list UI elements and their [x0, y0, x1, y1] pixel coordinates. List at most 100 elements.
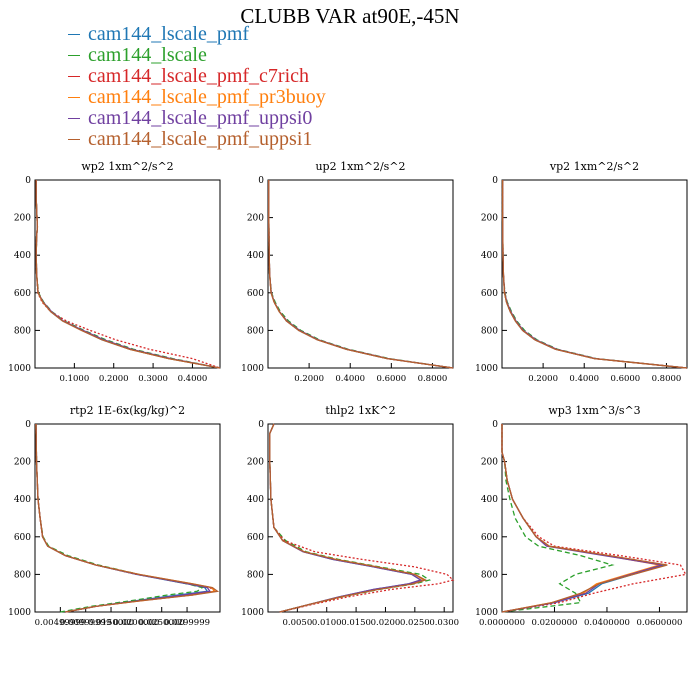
legend-swatch — [68, 139, 80, 140]
x-tick-label: 0.00999999 — [60, 618, 111, 628]
panel-title: vp2 1xm^2/s^2 — [549, 160, 639, 173]
chart-panel: wp2 1xm^2/s^2 0 200 400 600 800 1000 0.1000 0.20… — [8, 160, 221, 384]
y-tick-label: 1000 — [8, 608, 31, 618]
panel-title: wp2 1xm^2/s^2 — [81, 160, 173, 173]
x-tick-label: 0.4000 — [569, 374, 599, 384]
plot-frame — [267, 179, 454, 369]
y-tick-label: 800 — [247, 326, 264, 336]
y-tick-label: 1000 — [8, 364, 31, 374]
x-tick-label: 0.6000 — [610, 374, 640, 384]
series-line — [501, 424, 687, 613]
x-tick-label: 0.0000000 — [479, 618, 525, 628]
x-tick-label: 0.00499999 — [35, 618, 86, 628]
series-line — [268, 180, 454, 369]
x-tick-label: 0.0400000 — [584, 618, 630, 628]
x-tick-label: 0.0150 — [341, 618, 371, 628]
chart-panel: up2 1xm^2/s^2 0 200 400 600 800 1000 0.2000 0.40… — [241, 160, 454, 384]
y-tick-label: 600 — [247, 289, 264, 299]
x-tick-label: 0.2000 — [99, 374, 129, 384]
chart-panel: vp2 1xm^2/s^2 0 200 400 600 800 1000 0.2000 0.40… — [475, 160, 688, 384]
legend-swatch — [68, 97, 80, 98]
series-line — [35, 423, 209, 613]
y-tick-label: 0 — [258, 420, 264, 430]
legend-label: cam144_lscale_pmf — [88, 23, 250, 45]
y-tick-label: 400 — [14, 251, 31, 261]
x-tick-label: 0.0250000 — [139, 618, 185, 628]
legend-label: cam144_lscale_pmf_c7rich — [88, 65, 310, 87]
y-tick-label: 400 — [481, 495, 498, 505]
y-tick-label: 200 — [14, 214, 31, 224]
series-line — [269, 423, 455, 613]
series-line — [268, 180, 454, 369]
x-tick-label: 0.2000 — [528, 374, 558, 384]
legend-label: cam144_lscale_pmf_uppsi0 — [88, 107, 313, 129]
panel-title: rtp2 1E-6x(kg/kg)^2 — [70, 404, 185, 417]
y-tick-label: 0 — [492, 420, 498, 430]
series-line — [35, 423, 204, 613]
y-tick-label: 0 — [25, 176, 31, 186]
y-tick-label: 1000 — [241, 608, 264, 618]
series-line — [35, 180, 221, 369]
y-tick-label: 200 — [481, 458, 498, 468]
y-tick-label: 600 — [481, 533, 498, 543]
legend-swatch — [68, 76, 80, 77]
y-tick-label: 800 — [14, 326, 31, 336]
y-tick-label: 800 — [247, 570, 264, 580]
x-tick-label: 0.0100 — [312, 618, 342, 628]
panel-title: up2 1xm^2/s^2 — [315, 160, 405, 173]
series-line — [35, 180, 221, 369]
y-tick-label: 0 — [25, 420, 31, 430]
x-tick-label: 0.0600000 — [636, 618, 682, 628]
panel-title: thlp2 1xK^2 — [325, 404, 395, 417]
x-tick-label: 0.8000 — [652, 374, 682, 384]
y-tick-label: 200 — [247, 458, 264, 468]
x-tick-label: 0.4000 — [178, 374, 208, 384]
series-line — [268, 180, 454, 369]
legend-swatch — [68, 118, 80, 119]
plot-frame — [267, 423, 454, 613]
legend-label: cam144_lscale — [88, 44, 207, 66]
x-tick-label: 0.2000 — [294, 374, 324, 384]
series-line — [269, 423, 423, 613]
x-tick-label: 0.0299999 — [164, 618, 210, 628]
series-line — [268, 180, 454, 369]
y-tick-label: 200 — [14, 458, 31, 468]
y-tick-label: 400 — [247, 495, 264, 505]
y-tick-label: 400 — [14, 495, 31, 505]
plot-frame — [34, 179, 221, 369]
series-line — [35, 180, 221, 369]
series-line — [501, 180, 688, 369]
chart-panel: rtp2 1E-6x(kg/kg)^2 0 200 400 600 800 1000 0.00… — [8, 404, 221, 628]
legend-label: cam144_lscale_pmf_pr3buoy — [88, 86, 326, 108]
series-line — [501, 180, 688, 369]
x-tick-label: 0.0300 — [429, 618, 459, 628]
x-tick-label: 0.0250 — [400, 618, 430, 628]
x-tick-label: 0.0200000 — [113, 618, 159, 628]
x-tick-label: 0.4000 — [335, 374, 365, 384]
x-tick-label: 0.0200000 — [531, 618, 577, 628]
series-line — [501, 424, 663, 613]
y-tick-label: 600 — [14, 533, 31, 543]
legend-swatch — [68, 55, 80, 56]
y-tick-label: 400 — [247, 251, 264, 261]
series-line — [501, 180, 688, 369]
y-tick-label: 0 — [258, 176, 264, 186]
series-line — [35, 423, 220, 613]
x-tick-label: 0.8000 — [418, 374, 448, 384]
x-tick-label: 0.1000 — [59, 374, 89, 384]
y-tick-label: 800 — [481, 326, 498, 336]
plot-frame — [34, 423, 221, 613]
plot-frame — [501, 179, 688, 369]
series-line — [269, 423, 426, 613]
series-line — [501, 424, 665, 613]
y-tick-label: 600 — [14, 289, 31, 299]
series-line — [501, 180, 688, 369]
series-line — [268, 180, 454, 369]
y-tick-label: 1000 — [475, 364, 498, 374]
y-tick-label: 200 — [247, 214, 264, 224]
chart-panel: thlp2 1xK^2 0 200 400 600 800 1000 0.0050 0.0100… — [241, 404, 459, 628]
y-tick-label: 600 — [481, 289, 498, 299]
series-line — [269, 423, 423, 613]
